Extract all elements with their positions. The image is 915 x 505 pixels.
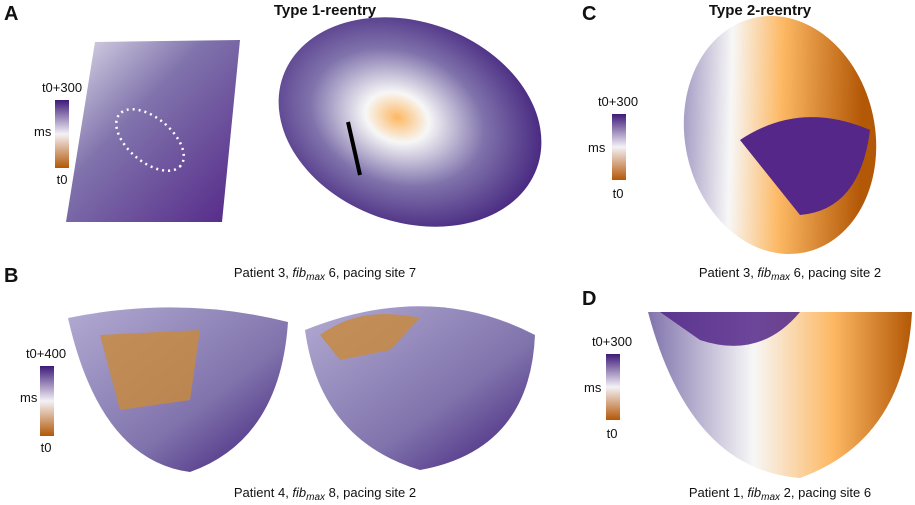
caption-subscript: max bbox=[306, 492, 326, 503]
caption-text: fib bbox=[292, 265, 306, 280]
panel-letter: A bbox=[4, 3, 18, 25]
caption-subscript: max bbox=[306, 272, 326, 283]
colorbar bbox=[55, 100, 69, 168]
caption-text: 8, pacing site 2 bbox=[325, 485, 416, 500]
caption-text: Patient 3, bbox=[699, 265, 758, 280]
heart-model bbox=[648, 312, 912, 478]
heart-model bbox=[278, 17, 542, 227]
colorbar-top: t0+400 bbox=[26, 346, 66, 361]
caption-text: 2, pacing site 6 bbox=[780, 485, 871, 500]
panel-letter: D bbox=[582, 288, 596, 310]
colorbar-top: t0+300 bbox=[42, 80, 82, 95]
caption: Patient 3, fibmax 6, pacing site 2 bbox=[699, 265, 881, 283]
panel-title: Type 1-reentry bbox=[274, 2, 377, 19]
caption-text: 6, pacing site 2 bbox=[790, 265, 881, 280]
colorbar-bottom: t0 bbox=[57, 172, 68, 187]
cut-line bbox=[346, 121, 362, 176]
colorbar-bottom: t0 bbox=[41, 440, 52, 455]
caption-subscript: max bbox=[761, 492, 781, 503]
colorbar bbox=[40, 366, 54, 436]
tissue-patch bbox=[66, 40, 240, 222]
caption-text: Patient 4, bbox=[234, 485, 293, 500]
caption: Patient 4, fibmax 8, pacing site 2 bbox=[234, 485, 416, 503]
activation-region bbox=[660, 312, 800, 346]
reentry-loop bbox=[115, 108, 185, 172]
caption-text: fib bbox=[757, 265, 771, 280]
colorbar bbox=[606, 354, 620, 420]
caption: Patient 1, fibmax 2, pacing site 6 bbox=[689, 485, 871, 503]
caption-text: Patient 3, bbox=[234, 265, 293, 280]
scar-region bbox=[100, 330, 200, 410]
caption-subscript: max bbox=[771, 272, 791, 283]
caption-text: fib bbox=[292, 485, 306, 500]
colorbar-top: t0+300 bbox=[598, 94, 638, 109]
panel-letter: C bbox=[582, 3, 596, 25]
caption: Patient 3, fibmax 6, pacing site 7 bbox=[234, 265, 416, 283]
panel-title: Type 2-reentry bbox=[709, 2, 812, 19]
colorbar-bottom: t0 bbox=[607, 426, 618, 441]
scar-region bbox=[320, 314, 420, 360]
colorbar-unit: ms bbox=[584, 380, 602, 395]
colorbar-bottom: t0 bbox=[613, 186, 624, 201]
colorbar-unit: ms bbox=[34, 124, 52, 139]
caption-text: 6, pacing site 7 bbox=[325, 265, 416, 280]
panel-letter: B bbox=[4, 265, 18, 287]
activation-region bbox=[740, 117, 870, 215]
caption-text: fib bbox=[747, 485, 761, 500]
colorbar bbox=[612, 114, 626, 180]
caption-text: Patient 1, bbox=[689, 485, 748, 500]
colorbar-unit: ms bbox=[20, 390, 38, 405]
colorbar-unit: ms bbox=[588, 140, 606, 155]
colorbar-top: t0+300 bbox=[592, 334, 632, 349]
